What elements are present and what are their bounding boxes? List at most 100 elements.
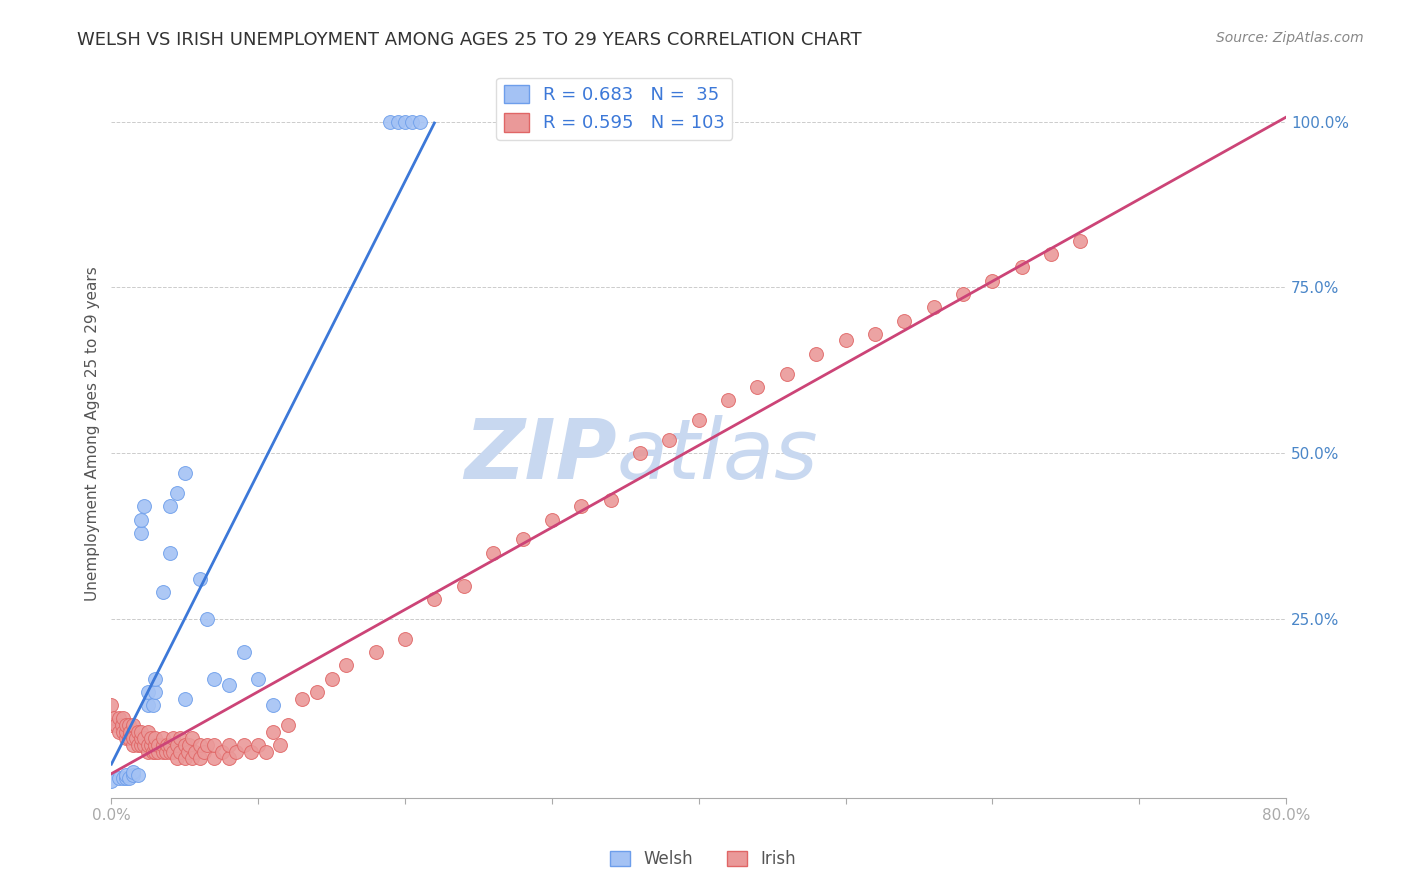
Point: [141, 745, 163, 759]
Point: [155, 745, 177, 759]
Point: [184, 745, 207, 759]
Point: [387, 114, 409, 128]
Point: [129, 738, 152, 752]
Point: [804, 347, 827, 361]
Point: [181, 731, 204, 746]
Point: [136, 698, 159, 713]
Point: [658, 433, 681, 447]
Point: [136, 685, 159, 699]
Point: [159, 738, 181, 752]
Point: [239, 745, 262, 759]
Point: [166, 738, 188, 752]
Point: [125, 731, 148, 746]
Point: [129, 525, 152, 540]
Point: [169, 745, 191, 759]
Point: [169, 731, 191, 746]
Point: [1040, 247, 1063, 261]
Point: [122, 738, 145, 752]
Point: [364, 645, 387, 659]
Point: [380, 114, 402, 128]
Point: [166, 486, 188, 500]
Point: [423, 592, 446, 607]
Point: [132, 731, 155, 746]
Text: WELSH VS IRISH UNEMPLOYMENT AMONG AGES 25 TO 29 YEARS CORRELATION CHART: WELSH VS IRISH UNEMPLOYMENT AMONG AGES 2…: [77, 31, 862, 49]
Text: ZIP: ZIP: [464, 415, 616, 496]
Point: [118, 718, 141, 732]
Legend: R = 0.683   N =  35, R = 0.595   N = 103: R = 0.683 N = 35, R = 0.595 N = 103: [496, 78, 733, 140]
Point: [100, 774, 122, 789]
Point: [952, 287, 974, 301]
Point: [893, 313, 915, 327]
Point: [173, 466, 195, 480]
Point: [159, 745, 181, 759]
Point: [173, 691, 195, 706]
Point: [145, 672, 167, 686]
Point: [136, 745, 159, 759]
Point: [177, 745, 200, 759]
Point: [922, 300, 945, 314]
Point: [107, 771, 129, 785]
Point: [162, 745, 184, 759]
Point: [104, 718, 127, 732]
Point: [115, 724, 138, 739]
Point: [291, 691, 314, 706]
Point: [188, 738, 211, 752]
Point: [148, 738, 170, 752]
Point: [122, 718, 145, 732]
Point: [156, 738, 179, 752]
Point: [335, 658, 357, 673]
Legend: Welsh, Irish: Welsh, Irish: [603, 844, 803, 875]
Point: [409, 114, 432, 128]
Text: atlas: atlas: [616, 415, 818, 496]
Point: [152, 745, 174, 759]
Point: [195, 738, 218, 752]
Point: [269, 738, 291, 752]
Point: [834, 334, 856, 348]
Point: [394, 632, 416, 646]
Point: [173, 738, 195, 752]
Point: [218, 738, 240, 752]
Point: [100, 698, 122, 713]
Point: [202, 738, 225, 752]
Point: [218, 678, 240, 692]
Point: [129, 724, 152, 739]
Point: [145, 685, 167, 699]
Point: [541, 512, 564, 526]
Point: [394, 114, 416, 128]
Point: [100, 718, 122, 732]
Point: [247, 738, 270, 752]
Point: [747, 380, 769, 394]
Point: [254, 745, 277, 759]
Point: [776, 367, 799, 381]
Point: [162, 731, 184, 746]
Point: [401, 114, 423, 128]
Point: [115, 731, 138, 746]
Point: [120, 724, 142, 739]
Point: [111, 718, 134, 732]
Point: [152, 731, 174, 746]
Point: [688, 413, 710, 427]
Point: [145, 738, 167, 752]
Point: [122, 768, 145, 782]
Point: [129, 731, 152, 746]
Point: [122, 731, 145, 746]
Point: [127, 724, 149, 739]
Point: [112, 711, 135, 725]
Point: [115, 768, 138, 782]
Point: [247, 672, 270, 686]
Point: [118, 731, 141, 746]
Point: [173, 751, 195, 765]
Point: [115, 718, 138, 732]
Point: [512, 533, 534, 547]
Point: [152, 585, 174, 599]
Point: [107, 711, 129, 725]
Point: [145, 745, 167, 759]
Point: [232, 645, 254, 659]
Point: [1011, 260, 1033, 275]
Point: [225, 745, 247, 759]
Point: [211, 745, 233, 759]
Y-axis label: Unemployment Among Ages 25 to 29 years: Unemployment Among Ages 25 to 29 years: [86, 266, 100, 600]
Point: [277, 718, 299, 732]
Point: [981, 274, 1004, 288]
Point: [482, 546, 505, 560]
